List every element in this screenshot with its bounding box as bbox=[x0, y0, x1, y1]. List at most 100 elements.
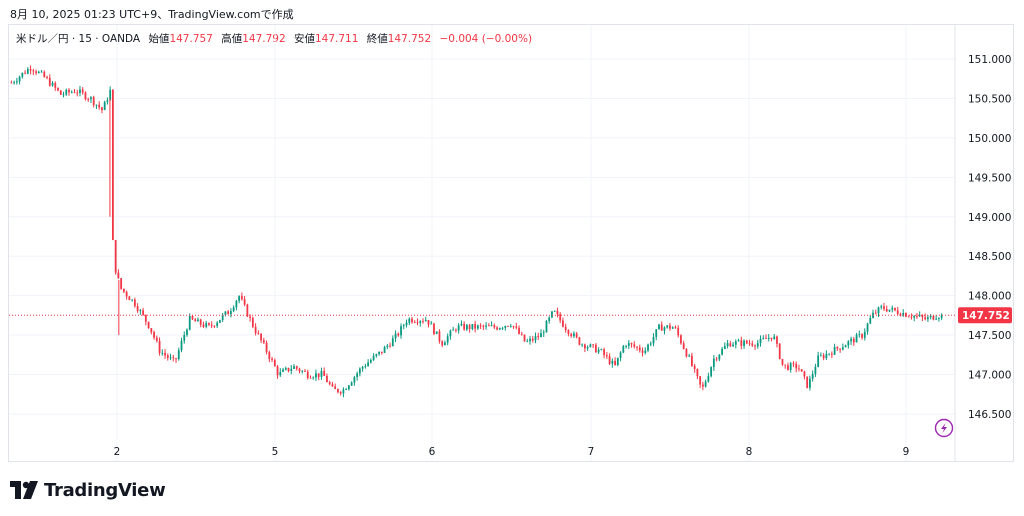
x-tick-label: 6 bbox=[429, 446, 436, 458]
candle-body bbox=[389, 345, 391, 347]
candle-body bbox=[331, 384, 334, 387]
candle-body bbox=[457, 325, 460, 331]
candle-body bbox=[883, 306, 885, 309]
y-tick-label: 147.500 bbox=[968, 330, 1011, 342]
candle-body bbox=[166, 355, 169, 358]
candle-body bbox=[578, 337, 581, 345]
candle-body bbox=[87, 99, 90, 100]
candle-body bbox=[852, 338, 855, 343]
candle-body bbox=[553, 310, 556, 312]
candle-body bbox=[507, 325, 509, 327]
candle-body bbox=[677, 327, 680, 336]
candle-body bbox=[655, 329, 658, 337]
candle-body bbox=[232, 307, 235, 312]
candle-body bbox=[537, 336, 540, 338]
candle-body bbox=[830, 353, 833, 355]
candle-body bbox=[427, 320, 430, 325]
candle-body bbox=[304, 370, 306, 372]
candle-body bbox=[493, 325, 496, 328]
y-tick-label: 147.000 bbox=[968, 370, 1011, 382]
candle-body bbox=[913, 315, 916, 318]
candle-body bbox=[397, 333, 400, 336]
candle-body bbox=[594, 344, 597, 353]
candle-body bbox=[710, 367, 713, 377]
candle-body bbox=[759, 338, 762, 344]
candle-body bbox=[323, 371, 326, 376]
candle-body bbox=[718, 354, 721, 360]
candle-body bbox=[696, 368, 699, 377]
candle-body bbox=[120, 278, 123, 289]
candle-body bbox=[691, 355, 693, 366]
candle-body bbox=[509, 326, 512, 328]
candle-body bbox=[622, 346, 625, 353]
candle-body bbox=[663, 327, 666, 331]
candle-body bbox=[257, 333, 260, 334]
candle-body bbox=[619, 352, 622, 358]
candle-body bbox=[339, 392, 342, 394]
candle-body bbox=[924, 317, 927, 320]
candle-body bbox=[559, 314, 562, 321]
candle-body bbox=[106, 100, 109, 102]
symbol-label[interactable]: 米ドル／円 · 15 · OANDA bbox=[16, 33, 141, 45]
candle-body bbox=[652, 336, 655, 344]
candle-body bbox=[567, 330, 570, 334]
candle-body bbox=[90, 97, 92, 100]
candle-body bbox=[238, 296, 241, 301]
candle-body bbox=[581, 344, 584, 346]
candle-body bbox=[208, 323, 210, 325]
candle-body bbox=[136, 306, 139, 312]
candle-body bbox=[369, 360, 372, 363]
candle-body bbox=[940, 315, 943, 319]
candle-body bbox=[290, 368, 293, 372]
y-tick-label: 150.500 bbox=[968, 93, 1011, 105]
candle-body bbox=[227, 311, 230, 315]
candle-body bbox=[927, 317, 929, 320]
candle-body bbox=[455, 329, 457, 331]
candle-body bbox=[10, 82, 13, 84]
candle-body bbox=[386, 345, 389, 347]
candle-body bbox=[701, 384, 704, 387]
candle-body bbox=[487, 325, 490, 327]
candle-body bbox=[400, 326, 402, 336]
candle-body bbox=[806, 376, 809, 388]
candle-body bbox=[471, 324, 474, 329]
candle-body bbox=[361, 366, 364, 369]
candle-body bbox=[216, 322, 219, 327]
candle-body bbox=[172, 357, 175, 359]
candle-body bbox=[380, 351, 383, 353]
candle-body bbox=[863, 331, 866, 338]
candle-body bbox=[583, 344, 586, 349]
candle-body bbox=[422, 321, 424, 322]
candle-body bbox=[103, 101, 106, 111]
last-price-tag-bg bbox=[958, 307, 1012, 324]
candle-body bbox=[342, 389, 345, 394]
candle-body bbox=[723, 346, 726, 349]
candle-body bbox=[798, 368, 800, 370]
candle-body bbox=[202, 324, 205, 327]
high-label: 高値 bbox=[221, 33, 243, 45]
tradingview-logo[interactable]: TradingView bbox=[10, 478, 166, 502]
candle-body bbox=[482, 325, 485, 327]
candle-body bbox=[526, 341, 529, 343]
open-value: 147.757 bbox=[169, 33, 213, 45]
candle-body bbox=[235, 300, 238, 308]
candle-body bbox=[273, 359, 276, 367]
candle-body bbox=[353, 377, 356, 383]
lightning-icon[interactable] bbox=[934, 418, 954, 438]
candle-body bbox=[564, 326, 567, 331]
candle-body bbox=[814, 366, 817, 375]
candle-body bbox=[512, 326, 515, 328]
candle-body bbox=[84, 92, 87, 100]
candle-body bbox=[199, 319, 202, 325]
candle-body bbox=[682, 343, 685, 349]
candle-body bbox=[109, 89, 112, 101]
candle-body bbox=[885, 308, 888, 312]
y-tick-label: 149.500 bbox=[968, 172, 1011, 184]
candle-body bbox=[773, 336, 776, 340]
candle-body bbox=[474, 324, 477, 329]
candle-body bbox=[26, 69, 29, 74]
candle-body bbox=[452, 329, 455, 331]
candle-body bbox=[669, 325, 671, 329]
candle-body bbox=[693, 365, 696, 369]
